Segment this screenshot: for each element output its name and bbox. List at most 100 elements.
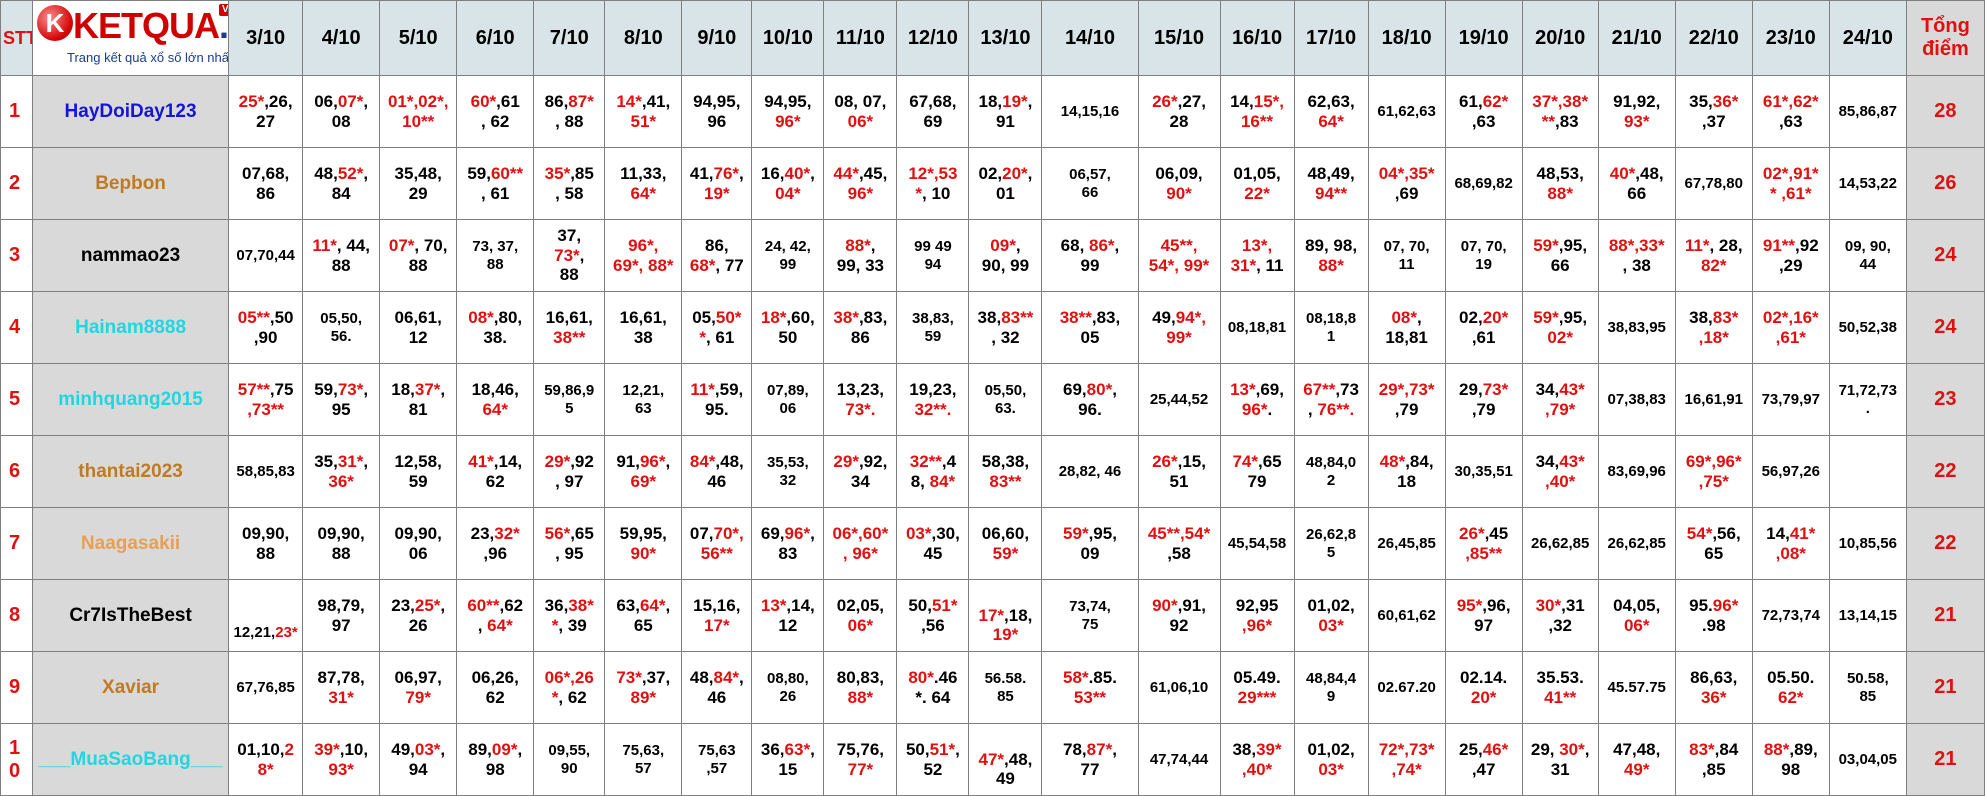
hit-number: 54*, 99* xyxy=(1148,255,1210,275)
prediction-cell: 83*,84,85 xyxy=(1674,723,1753,796)
prediction-cell: 59,86,9 5 xyxy=(533,363,606,436)
prediction-cell: 24, 42, 99 xyxy=(751,219,825,292)
number: 48, xyxy=(314,163,338,183)
number: 01,02, xyxy=(1307,595,1355,615)
number: 15 xyxy=(778,759,798,779)
number: , 61 xyxy=(481,183,510,203)
number: ,69 xyxy=(1394,183,1419,203)
prediction-cell: 59*,95, 02* xyxy=(1521,291,1599,364)
prediction-cell: 16,61,91 xyxy=(1674,363,1753,436)
number: 08, 07, xyxy=(834,91,887,111)
hit-number: 19* xyxy=(1002,91,1028,111)
number: ,60, xyxy=(786,307,815,327)
hit-number: 63* xyxy=(784,739,811,759)
number: 48,49, xyxy=(1307,163,1355,183)
hit-number: * xyxy=(551,687,559,707)
player-name: Naagasakii xyxy=(32,507,230,580)
player-name: ___MuaSaoBang___ xyxy=(32,723,230,796)
hit-number: 89* xyxy=(630,687,657,707)
row-number: 5 xyxy=(0,363,34,436)
number: 83 xyxy=(778,543,798,563)
prediction-cell: 60**,62, 64* xyxy=(456,579,535,652)
number: 61,62,63 xyxy=(1377,102,1436,120)
hit-number: 57** xyxy=(237,379,270,399)
prediction-cell: 45**, 54*, 99* xyxy=(1137,219,1221,292)
number: , xyxy=(579,245,585,265)
number: 12,21, xyxy=(622,382,665,400)
date-header: 4/10 xyxy=(302,0,381,76)
number: 8, xyxy=(910,471,930,491)
prediction-cell: 78,87*, 77 xyxy=(1041,723,1139,796)
hit-number: 59* xyxy=(1533,235,1559,255)
number: , xyxy=(440,379,446,399)
number: 58,85,83 xyxy=(236,462,295,480)
hit-number: ,40* xyxy=(1241,759,1273,779)
prediction-cell: 36,38* *, 39 xyxy=(533,579,606,652)
hit-number: 69*, 88* xyxy=(613,255,674,275)
prediction-cell: 56*,65, 95 xyxy=(533,507,606,580)
prediction-cell: 25*,26, 27 xyxy=(228,75,304,148)
hit-number: 68* xyxy=(689,255,716,275)
number: 52 xyxy=(923,759,943,779)
number: 91, xyxy=(616,451,640,471)
number: 45.57.75 xyxy=(1607,678,1666,696)
number: ,48, xyxy=(1635,163,1664,183)
hit-number: 41* xyxy=(1789,523,1816,543)
date-header: 9/10 xyxy=(681,0,753,76)
number: 34, xyxy=(1535,451,1560,471)
hit-number: 87* xyxy=(568,91,594,111)
number: 58,38, xyxy=(981,451,1030,471)
number: 02, xyxy=(978,163,1003,183)
prediction-cell: 11,33, 64* xyxy=(604,147,683,220)
number: 38,83, xyxy=(912,310,954,328)
number: 07,70,44 xyxy=(236,246,295,264)
number: , 38 xyxy=(1622,255,1651,275)
number: 56. xyxy=(330,327,352,345)
number: 78, xyxy=(1063,739,1087,759)
prediction-cell: 14,15,16 xyxy=(1041,75,1139,148)
number: 61, xyxy=(1459,91,1483,111)
number: ,84, xyxy=(1405,451,1434,471)
number: ,10, xyxy=(339,739,369,759)
hit-number: 93* xyxy=(1623,111,1650,131)
number: 02, xyxy=(1459,307,1483,327)
number: 18, xyxy=(391,379,415,399)
prediction-cell: 18,46, 64* xyxy=(456,363,535,436)
row-number: 4 xyxy=(0,291,34,364)
number: ,4 xyxy=(941,451,957,471)
prediction-cell: 14,15*, 16** xyxy=(1219,75,1295,148)
prediction-cell: 47,74,44 xyxy=(1137,723,1221,796)
number: 12,58, xyxy=(394,451,442,471)
hit-number: * xyxy=(699,327,706,347)
total-score: 26 xyxy=(1905,147,1985,220)
site-logo[interactable]: K KETQUA.net VIETLOTT Trang kết quả xổ s… xyxy=(32,0,230,76)
row-number: 2 xyxy=(0,147,34,220)
number: 85 xyxy=(1859,687,1877,705)
hit-number: 46* xyxy=(1482,739,1509,759)
hit-number: 88* xyxy=(1547,183,1573,203)
prediction-cell: 08,18,81 xyxy=(1219,291,1295,364)
number: 12 xyxy=(408,327,428,347)
number: . xyxy=(1865,399,1870,417)
prediction-cell: 67,78,80 xyxy=(1674,147,1753,220)
number: , 11 xyxy=(1256,255,1284,275)
number: 04,05, xyxy=(1613,595,1661,615)
number: 11 xyxy=(1398,255,1415,273)
number: 06,61, xyxy=(394,307,442,327)
number: 95 xyxy=(331,399,351,419)
hit-number: 04* xyxy=(775,183,801,203)
date-header: 14/10 xyxy=(1041,0,1139,76)
prediction-cell: 12,21,23* xyxy=(228,579,304,652)
hit-number: 12*,53 xyxy=(908,163,958,183)
number: 77 xyxy=(1080,759,1100,779)
prediction-cell: 50.58, 85 xyxy=(1828,651,1907,724)
date-header: 23/10 xyxy=(1751,0,1830,76)
number: , xyxy=(739,667,744,687)
prediction-cell: 06,26, 62 xyxy=(456,651,535,724)
number: 94,95, xyxy=(693,91,741,111)
number: 06 xyxy=(408,543,428,563)
table-row: 8 Cr7IsTheBest 12,21,23* 98,79, 97 23,25*, 26 6… xyxy=(0,579,1985,652)
number: 19 xyxy=(1475,255,1492,273)
number: 35, xyxy=(1689,91,1713,111)
number: , xyxy=(1114,235,1120,255)
